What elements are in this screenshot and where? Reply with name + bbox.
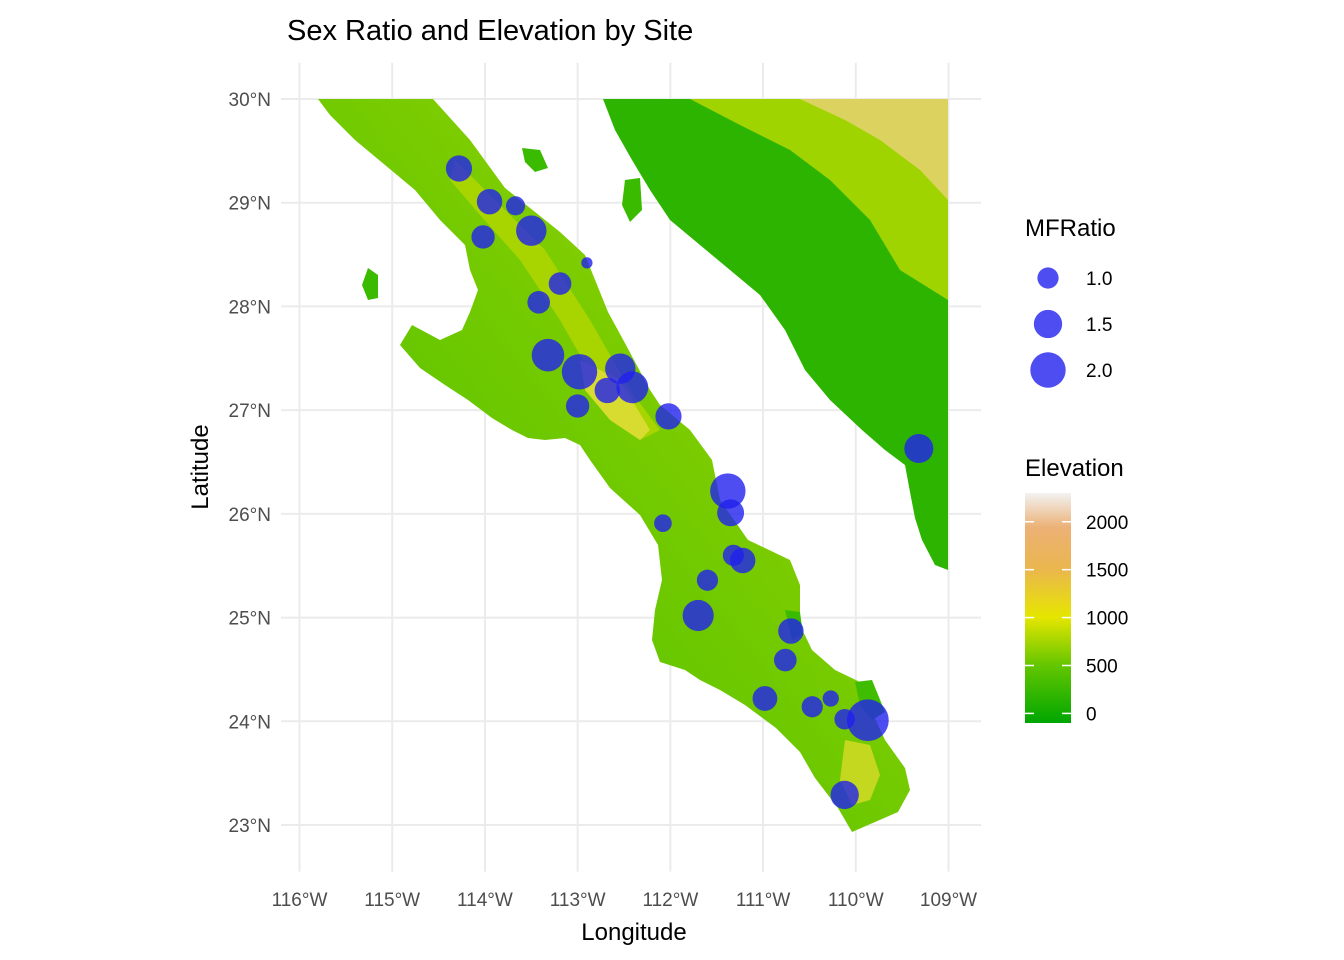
x-tick-label: 116°W (272, 890, 328, 911)
x-tick-label: 113°W (550, 890, 606, 911)
elevation-legend-label: 0 (1086, 704, 1097, 725)
peninsula-land (318, 99, 910, 832)
island-2 (522, 148, 548, 172)
x-axis-title: Longitude (581, 919, 686, 946)
x-tick-label: 115°W (364, 890, 420, 911)
size-legend-label: 2.0 (1086, 361, 1112, 382)
site-point (822, 690, 839, 707)
y-tick-label: 25°N (229, 609, 271, 630)
site-point (846, 699, 889, 742)
elevation-legend-label: 2000 (1086, 513, 1128, 534)
site-point (561, 354, 598, 390)
site-point (710, 473, 746, 509)
size-legend-key (1033, 309, 1063, 339)
site-point (655, 403, 682, 430)
y-axis-ticks: 30°N 29°N 28°N 27°N 26°N 25°N 24°N 23°N (229, 90, 271, 837)
x-tick-label: 114°W (457, 890, 513, 911)
size-legend-key (1037, 267, 1059, 289)
site-point (778, 618, 804, 644)
site-point (654, 514, 672, 533)
site-point (752, 686, 778, 711)
size-legend-title: MFRatio (1025, 215, 1116, 242)
site-point (581, 257, 593, 269)
site-point (471, 225, 495, 249)
x-tick-label: 112°W (642, 890, 698, 911)
mainland-highlands (690, 99, 948, 300)
y-axis-title: Latitude (187, 424, 214, 509)
elevation-legend-keys: 2000 1500 1000 500 0 (1025, 513, 1128, 725)
site-point (476, 188, 503, 215)
site-point (801, 696, 823, 718)
site-point (830, 780, 859, 810)
y-tick-label: 30°N (229, 90, 271, 111)
island-3 (622, 178, 642, 222)
elevation-legend: Elevation 2000 1500 1000 500 0 (1025, 455, 1128, 725)
size-legend-label: 1.0 (1086, 269, 1112, 290)
site-point (682, 599, 714, 632)
site-points (445, 155, 934, 810)
y-tick-label: 27°N (229, 401, 271, 422)
island-1 (362, 268, 378, 300)
site-point (774, 648, 797, 672)
elevation-colorbar (1025, 493, 1071, 723)
elevation-legend-label: 1500 (1086, 561, 1128, 582)
site-point (565, 394, 590, 418)
y-tick-label: 24°N (229, 712, 271, 733)
site-point (594, 377, 621, 404)
size-legend-label: 1.5 (1086, 315, 1112, 336)
size-legend-keys: 1.0 1.5 2.0 (1030, 267, 1112, 388)
y-tick-label: 23°N (229, 816, 271, 837)
elevation-legend-label: 500 (1086, 657, 1118, 678)
x-tick-label: 111°W (736, 890, 790, 911)
y-tick-label: 26°N (229, 505, 271, 526)
site-point (616, 371, 649, 404)
x-tick-label: 109°W (920, 890, 977, 911)
site-point (717, 499, 745, 527)
site-point (696, 569, 719, 591)
x-tick-label: 110°W (828, 890, 884, 911)
y-tick-label: 29°N (229, 194, 271, 215)
mainland-peaks (800, 99, 948, 200)
site-point (729, 547, 756, 574)
site-point (548, 272, 572, 295)
chart-title: Sex Ratio and Elevation by Site (287, 15, 693, 47)
site-point (516, 215, 547, 246)
x-axis-ticks: 116°W 115°W 114°W 113°W 112°W 111°W 110°W 109°W (272, 890, 978, 911)
site-point (531, 338, 565, 372)
site-point (527, 290, 551, 314)
site-point (904, 434, 934, 464)
site-point (505, 196, 526, 216)
size-legend-key (1030, 352, 1066, 388)
elevation-legend-label: 1000 (1086, 609, 1128, 630)
y-tick-label: 28°N (229, 297, 271, 318)
site-point (445, 155, 473, 182)
mainland-land (603, 99, 948, 570)
elevation-legend-title: Elevation (1025, 455, 1124, 482)
size-legend: MFRatio 1.0 1.5 2.0 (1025, 215, 1116, 388)
